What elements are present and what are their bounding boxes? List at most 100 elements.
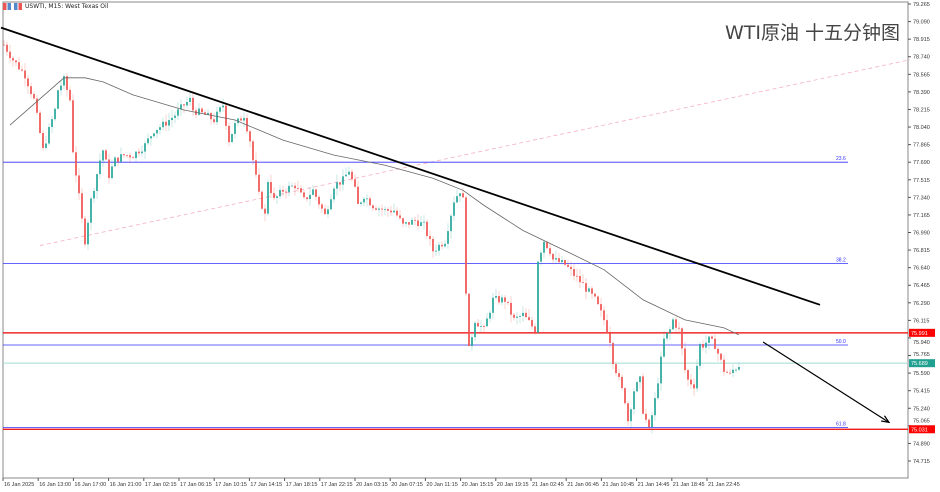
candle-body <box>123 154 125 156</box>
candle <box>366 194 368 207</box>
candle <box>111 159 113 180</box>
candle <box>552 253 554 265</box>
candle <box>579 268 581 289</box>
candle <box>558 253 560 264</box>
candle <box>603 306 605 326</box>
candle <box>426 219 428 240</box>
candle <box>99 153 101 179</box>
candle <box>726 369 728 374</box>
candle-body <box>444 243 446 247</box>
candle <box>348 166 350 176</box>
candle <box>462 188 464 198</box>
candle <box>588 286 590 293</box>
candle <box>336 174 338 196</box>
candle-body <box>138 151 140 154</box>
candle <box>465 195 467 296</box>
candle <box>168 112 170 132</box>
candle-body <box>114 157 116 167</box>
x-tick-label: 21 Jan 14:45 <box>638 482 670 488</box>
candle <box>360 201 362 207</box>
candle <box>645 408 647 424</box>
candle <box>525 308 527 318</box>
candle <box>222 98 224 112</box>
candle <box>267 179 269 217</box>
candle-body <box>501 297 503 303</box>
candle <box>564 259 566 266</box>
candle <box>33 91 35 100</box>
candle-body <box>480 326 482 327</box>
candle-body <box>42 133 44 148</box>
candle-body <box>696 365 698 389</box>
candle-body <box>186 101 188 106</box>
candle-body <box>732 369 734 373</box>
candle <box>711 335 713 340</box>
candle <box>390 205 392 216</box>
candle-body <box>282 189 284 192</box>
candle <box>393 203 395 214</box>
candle-body <box>648 419 650 427</box>
candle-body <box>180 104 182 110</box>
candle-body <box>588 288 590 292</box>
candle <box>132 156 134 159</box>
candle <box>594 292 596 299</box>
candle <box>129 152 131 164</box>
candle-body <box>153 133 155 137</box>
candle <box>606 314 608 335</box>
y-tick-label: 76.815 <box>913 248 930 254</box>
candle <box>120 147 122 164</box>
candle-body <box>141 151 143 154</box>
candle <box>264 203 266 222</box>
candle-body <box>261 191 263 209</box>
candle-body <box>498 296 500 303</box>
candle <box>114 156 116 167</box>
candle-body <box>63 76 65 86</box>
x-tick-label: 17 Jan 06:15 <box>180 482 212 488</box>
candle-body <box>126 155 128 157</box>
candle <box>189 91 191 107</box>
candle-body <box>387 209 389 211</box>
y-tick-label: 74.715 <box>913 459 930 465</box>
candle-body <box>129 155 131 158</box>
candle <box>543 240 545 259</box>
candle-body <box>603 310 605 321</box>
candle <box>627 401 629 426</box>
candle <box>630 407 632 429</box>
candle-body <box>570 266 572 270</box>
candle <box>714 332 716 350</box>
candle <box>9 44 11 63</box>
candle-body <box>264 208 266 214</box>
candle-body <box>372 205 374 209</box>
y-tick-label: 76.990 <box>913 231 930 237</box>
candle-body <box>321 204 323 209</box>
candle <box>495 288 497 300</box>
y-tick-label: 74.890 <box>913 441 930 447</box>
candle-body <box>606 320 608 334</box>
candle <box>540 250 542 266</box>
candle-body <box>534 326 536 333</box>
candle-body <box>618 373 620 377</box>
candle-body <box>597 296 599 305</box>
candle <box>408 222 410 229</box>
fib-level-label: 61.8 <box>836 421 846 427</box>
candle <box>681 327 683 356</box>
plot-area <box>2 1 909 479</box>
candle <box>93 188 95 204</box>
candle <box>678 321 680 335</box>
candle <box>3 40 5 46</box>
candle-body <box>519 316 521 317</box>
candle-body <box>621 376 623 389</box>
candle <box>576 268 578 282</box>
y-tick-label: 77.515 <box>913 178 930 184</box>
candle-body <box>537 261 539 333</box>
candle <box>582 274 584 284</box>
candle-body <box>159 127 161 130</box>
candle-body <box>240 118 242 121</box>
candle-body <box>237 118 239 124</box>
candle <box>381 204 383 217</box>
candle <box>528 309 530 322</box>
candle-body <box>45 143 47 148</box>
candle-body <box>354 179 356 187</box>
candle-body <box>702 344 704 348</box>
candle-body <box>516 316 518 318</box>
